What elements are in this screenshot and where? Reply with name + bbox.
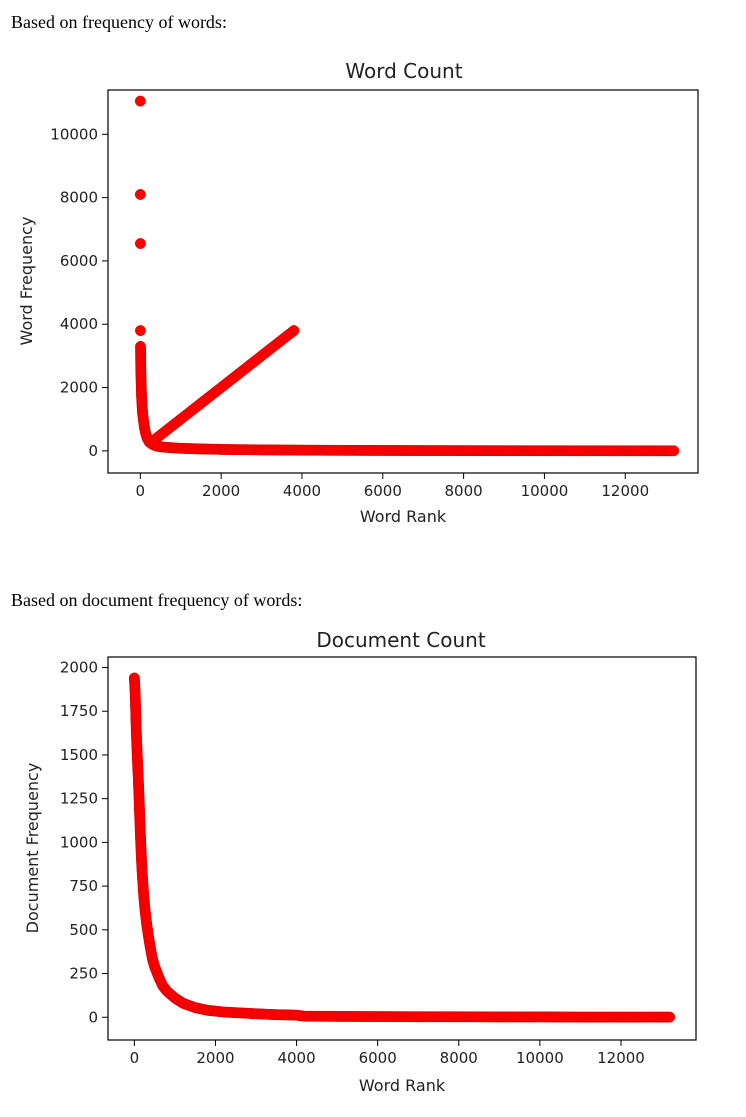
x-axis-label: Word Rank	[360, 507, 447, 526]
chart-title: Document Count	[316, 628, 486, 652]
scatter-points	[128, 672, 676, 1023]
y-tick-label: 1750	[60, 702, 98, 720]
y-tick-label: 0	[88, 1008, 98, 1026]
y-tick-label: 1500	[60, 746, 98, 764]
x-tick-label: 10000	[516, 1049, 564, 1067]
data-point-fill	[147, 435, 159, 447]
document-count-chart: Document Count 0 2000 4000 6000 8000 10000 120…	[23, 628, 697, 1095]
word-count-chart: Word Count 0 2000 4000 6000 8000 10000 12000 0…	[17, 59, 699, 526]
x-tick-label: 0	[130, 1049, 140, 1067]
x-tick-label: 6000	[359, 1049, 397, 1067]
x-tick-label: 2000	[202, 482, 240, 500]
data-point	[668, 445, 680, 457]
y-axis: 0 2000 4000 6000 8000 10000	[50, 125, 108, 460]
data-point	[135, 325, 146, 337]
y-axis-label: Document Frequency	[23, 763, 42, 934]
x-axis-label: Word Rank	[359, 1076, 446, 1095]
plot-frame	[107, 89, 699, 474]
x-tick-label: 6000	[364, 482, 402, 500]
y-tick-label: 10000	[50, 125, 98, 143]
x-tick-label: 8000	[445, 482, 483, 500]
word-count-caption: Based on frequency of words:	[11, 12, 227, 32]
x-axis: 0 2000 4000 6000 8000 10000 12000	[130, 1040, 645, 1067]
data-point	[134, 238, 146, 249]
y-tick-label: 4000	[60, 315, 98, 333]
data-point	[664, 1011, 676, 1023]
y-tick-label: 8000	[60, 189, 98, 207]
x-tick-label: 8000	[440, 1049, 478, 1067]
scatter-points	[134, 95, 680, 457]
y-tick-label: 1000	[60, 833, 98, 851]
x-tick-label: 0	[136, 482, 146, 500]
y-tick-label: 1250	[60, 790, 98, 808]
y-tick-label: 0	[88, 442, 98, 460]
y-tick-label: 250	[69, 965, 98, 983]
x-tick-label: 12000	[597, 1049, 645, 1067]
document-count-caption: Based on document frequency of words:	[11, 590, 303, 610]
data-point	[134, 95, 146, 107]
y-tick-label: 6000	[60, 252, 98, 270]
chart-title: Word Count	[345, 59, 462, 83]
y-axis-label: Word Frequency	[17, 217, 36, 346]
plot-frame	[107, 656, 697, 1041]
y-tick-label: 500	[69, 921, 98, 939]
x-tick-label: 2000	[196, 1049, 234, 1067]
x-tick-label: 12000	[601, 482, 649, 500]
y-tick-label: 750	[69, 877, 98, 895]
y-tick-label: 2000	[60, 379, 98, 397]
x-tick-label: 10000	[521, 482, 569, 500]
y-axis: 0 250 500 750 1000 1250 1500 1750 2000	[60, 658, 108, 1026]
x-tick-label: 4000	[283, 482, 321, 500]
y-tick-label: 2000	[60, 658, 98, 676]
x-axis: 0 2000 4000 6000 8000 10000 12000	[136, 473, 649, 500]
data-point	[134, 189, 146, 200]
x-tick-label: 4000	[277, 1049, 315, 1067]
